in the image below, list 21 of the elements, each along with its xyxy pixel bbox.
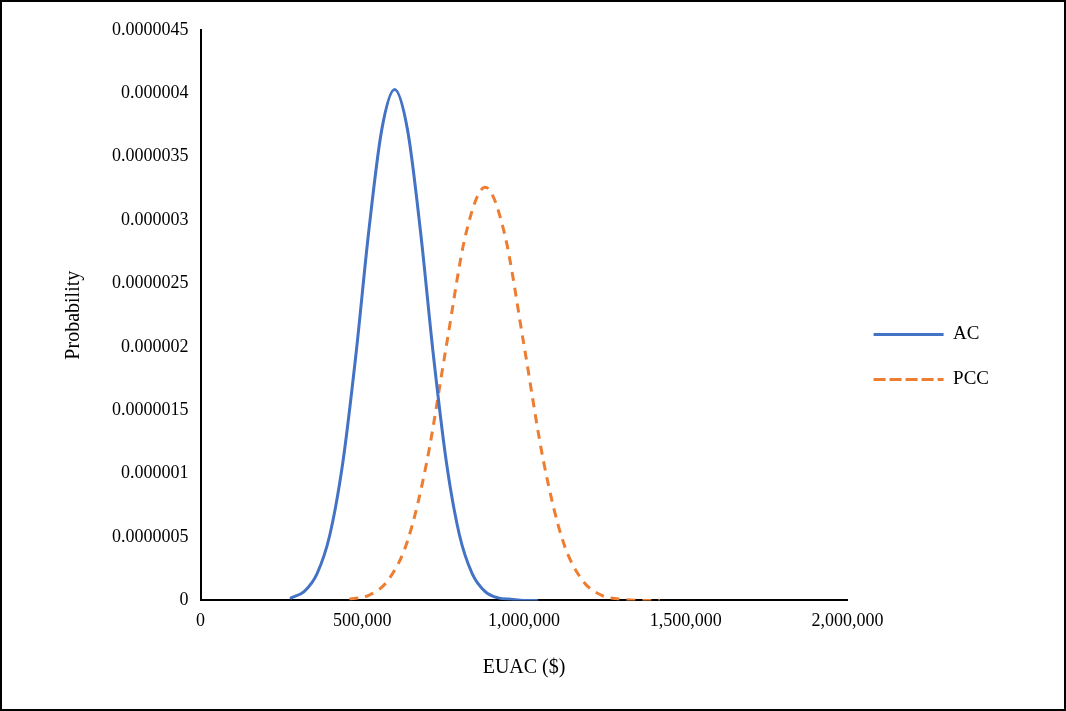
y-tick-label: 0.000003 (121, 208, 189, 229)
legend-label: AC (953, 322, 980, 344)
y-axis-title: Probability (61, 270, 85, 360)
x-tick-label: 500,000 (333, 609, 392, 630)
y-tick-label: 0.0000045 (112, 18, 189, 39)
line-series (289, 88, 539, 601)
y-tick-label: 0.000004 (121, 82, 189, 103)
legend-label: PCC (953, 367, 990, 389)
x-tick-label: 2,000,000 (811, 609, 884, 630)
y-tick-label: 0 (179, 589, 189, 610)
y-tick-label: 0.000001 (121, 462, 189, 483)
x-tick-label: 1,500,000 (649, 609, 722, 630)
y-tick-label: 0.0000025 (112, 272, 189, 293)
y-tick-label: 0.000002 (121, 335, 189, 356)
x-axis-title: EUAC ($) (482, 655, 566, 679)
line-series (347, 185, 662, 601)
x-tick-label: 0 (196, 609, 205, 630)
y-tick-label: 0.0000015 (112, 399, 189, 419)
y-tick-label: 0.0000035 (112, 145, 189, 166)
x-tick-label: 1,000,000 (488, 609, 561, 630)
y-tick-label: 0.0000005 (112, 525, 189, 546)
